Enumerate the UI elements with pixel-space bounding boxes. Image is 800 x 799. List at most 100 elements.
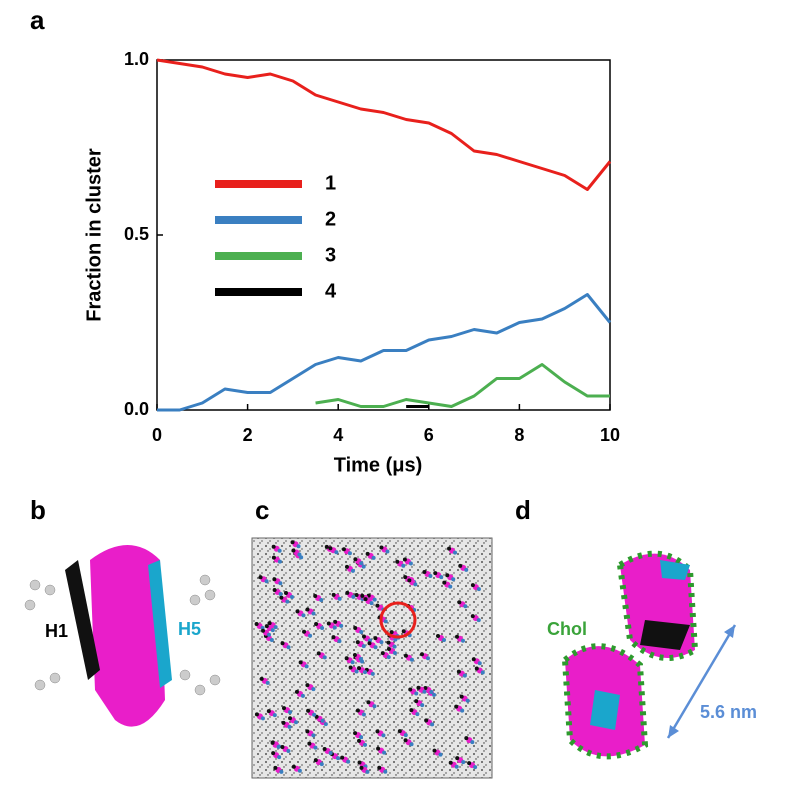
particle <box>467 761 472 766</box>
particle <box>350 660 355 665</box>
particle <box>277 548 282 553</box>
particle <box>435 633 440 638</box>
particle <box>347 551 352 556</box>
particle <box>454 634 459 639</box>
particle <box>278 581 283 586</box>
particle <box>414 699 419 704</box>
particle <box>270 628 275 633</box>
x-tick-label: 6 <box>424 425 434 445</box>
particle <box>470 740 475 745</box>
particle <box>477 661 482 666</box>
particle <box>273 765 278 770</box>
particle <box>266 709 271 714</box>
particle <box>280 744 285 749</box>
particle <box>397 729 402 734</box>
particle <box>456 669 461 674</box>
particle <box>460 638 465 643</box>
particle <box>267 621 272 626</box>
particle <box>373 645 378 650</box>
helix-label: H5 <box>178 619 201 639</box>
particle <box>402 557 407 562</box>
x-axis-label: Time (μs) <box>334 454 423 476</box>
particle <box>455 756 460 761</box>
particle <box>322 655 327 660</box>
particle <box>393 637 398 642</box>
y-tick-label: 1.0 <box>124 49 149 69</box>
particle <box>305 607 310 612</box>
particle <box>448 584 453 589</box>
panel-label: b <box>30 495 46 525</box>
particle <box>278 591 283 596</box>
particle <box>295 609 300 614</box>
particle <box>366 700 371 705</box>
particle <box>371 555 376 560</box>
particle <box>288 710 293 715</box>
particle <box>416 685 421 690</box>
y-axis-label: Fraction in cluster <box>83 148 105 322</box>
protein-image: H1 H5 <box>24 545 221 727</box>
particle <box>341 547 346 552</box>
chart-a: Time (μs) Fraction in cluster 0 2 4 6 8 10 0.0… <box>83 49 620 477</box>
particle <box>313 758 318 763</box>
particle <box>422 689 427 694</box>
legend-label: 3 <box>325 244 336 266</box>
particle <box>354 593 359 598</box>
series-line <box>156 58 612 191</box>
particle <box>346 759 351 764</box>
particle <box>313 593 318 598</box>
particle <box>409 742 414 747</box>
particle <box>254 712 259 717</box>
particle <box>389 630 394 635</box>
particle <box>401 563 406 568</box>
particle <box>420 703 425 708</box>
particle <box>280 641 285 646</box>
particle <box>277 559 282 564</box>
particle <box>361 644 366 649</box>
particle <box>305 683 310 688</box>
particle <box>271 544 276 549</box>
particle <box>331 635 336 640</box>
particle <box>392 650 397 655</box>
particle <box>254 622 259 627</box>
particle <box>294 689 299 694</box>
lipid-label: Chol <box>547 619 587 639</box>
particle <box>369 601 374 606</box>
particle <box>269 637 274 642</box>
series-line <box>315 363 610 408</box>
particle <box>353 731 358 736</box>
particle <box>408 561 413 566</box>
particle <box>375 729 380 734</box>
particle <box>305 729 310 734</box>
particle <box>359 765 364 770</box>
particle <box>314 621 319 626</box>
particle <box>367 641 372 646</box>
particle <box>353 557 358 562</box>
particle <box>339 623 344 628</box>
particle <box>370 671 375 676</box>
particle <box>403 653 408 658</box>
particle <box>298 660 303 665</box>
particle <box>357 760 362 765</box>
legend-label: 4 <box>325 280 337 302</box>
particle <box>290 540 295 545</box>
particle <box>359 735 364 740</box>
particle <box>270 740 275 745</box>
particle <box>372 704 377 709</box>
particle <box>334 550 339 555</box>
particle <box>465 698 470 703</box>
particle <box>291 548 296 553</box>
particle <box>373 636 378 641</box>
x-tick-label: 8 <box>514 425 524 445</box>
particle <box>345 590 350 595</box>
x-tick-label: 0 <box>152 425 162 445</box>
particle <box>299 555 304 560</box>
particle <box>438 752 443 757</box>
y-tick-label: 0.5 <box>124 224 149 244</box>
particle <box>301 613 306 618</box>
particle <box>264 624 269 629</box>
particle <box>380 651 385 656</box>
particle <box>464 567 469 572</box>
particle <box>353 626 358 631</box>
particle <box>432 692 437 697</box>
particle <box>359 561 364 566</box>
